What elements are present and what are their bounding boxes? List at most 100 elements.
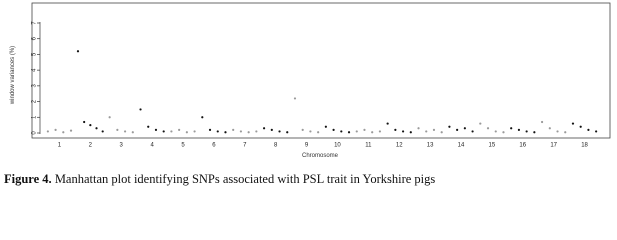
snp-point — [502, 131, 505, 134]
snp-point — [224, 131, 227, 134]
caption-text: Manhattan plot identifying SNPs associat… — [55, 172, 436, 186]
snp-point — [479, 122, 482, 125]
y-axis-title: window variances (%) — [10, 46, 16, 105]
y-tick-label: 6 — [32, 36, 38, 40]
snp-point — [556, 130, 559, 133]
snp-point — [324, 125, 327, 128]
snp-point — [571, 122, 575, 125]
snp-point — [139, 108, 142, 111]
snp-point — [286, 131, 289, 134]
x-tick-label: 3 — [120, 143, 124, 149]
x-tick-label: 11 — [365, 143, 372, 149]
snp-point — [394, 128, 397, 131]
snp-point — [54, 128, 57, 131]
snp-point — [123, 130, 127, 133]
snp-point — [486, 127, 490, 130]
snp-point — [378, 130, 382, 133]
y-tick-label: 0 — [32, 131, 38, 135]
snp-point — [162, 130, 165, 133]
x-tick-label: 4 — [150, 143, 154, 149]
snp-point — [170, 130, 173, 133]
snp-point — [131, 131, 134, 134]
snp-point — [510, 127, 513, 130]
caption: Figure 4. Manhattan plot identifying SNP… — [4, 172, 435, 186]
x-tick-label: 8 — [274, 143, 278, 149]
snp-point — [371, 131, 374, 134]
snp-point — [456, 128, 459, 131]
snp-point — [301, 128, 304, 131]
snp-point — [533, 131, 536, 134]
snp-point — [255, 130, 258, 133]
snp-point — [108, 116, 111, 119]
snp-point — [347, 131, 351, 134]
x-axis-title: Chromosome — [302, 153, 339, 159]
snp-point — [116, 128, 119, 131]
x-tick-label: 16 — [519, 143, 526, 149]
snp-point — [101, 130, 104, 133]
snp-point — [83, 120, 86, 124]
snp-point — [193, 130, 196, 133]
snp-point — [540, 120, 544, 124]
snp-point — [363, 128, 366, 131]
figure: window variances (%) Chromosome Figure 4… — [4, 2, 611, 186]
snp-point — [147, 125, 150, 128]
snp-point — [317, 131, 320, 134]
snp-point — [270, 128, 273, 131]
x-tick-label: 10 — [334, 143, 341, 149]
snp-point — [417, 127, 420, 130]
y-tick-label: 5 — [32, 52, 38, 56]
snp-point — [278, 130, 281, 133]
snp-point — [425, 130, 428, 133]
x-tick-label: 2 — [89, 143, 93, 149]
snp-point — [432, 128, 436, 131]
snp-point — [154, 128, 158, 131]
snp-point — [216, 130, 219, 133]
snp-point — [293, 97, 297, 100]
y-tick-label: 3 — [32, 84, 38, 88]
snp-point — [185, 131, 188, 134]
snp-point — [69, 129, 73, 132]
snp-point — [525, 130, 528, 133]
snp-point — [409, 131, 412, 134]
caption-label: Figure 4. — [4, 172, 52, 186]
x-tick-label: 6 — [212, 143, 216, 149]
x-tick-label: 9 — [305, 143, 309, 149]
snp-point — [471, 130, 474, 133]
snp-point — [232, 128, 235, 131]
snp-point — [401, 130, 405, 133]
snp-point — [178, 128, 181, 131]
x-tick-label: 12 — [396, 143, 403, 149]
y-tick-label: 4 — [32, 68, 38, 72]
snp-point — [62, 131, 65, 134]
y-tick-label: 7 — [32, 21, 38, 25]
snp-point — [340, 130, 343, 133]
x-tick-label: 17 — [550, 143, 557, 149]
snp-point — [208, 128, 212, 131]
snp-point — [595, 130, 598, 133]
x-tick-label: 5 — [181, 143, 185, 149]
snp-point — [262, 127, 266, 130]
snp-point — [494, 130, 497, 133]
x-tick-label: 18 — [581, 143, 588, 149]
snp-point — [247, 131, 250, 134]
y-tick-label: 2 — [32, 99, 38, 103]
snp-point — [463, 127, 466, 130]
snp-point — [448, 125, 451, 128]
plot-frame — [31, 2, 611, 139]
snp-point — [564, 131, 567, 134]
snp-point — [76, 50, 80, 53]
x-tick-label: 13 — [427, 143, 434, 149]
snp-point — [440, 131, 443, 134]
snp-point — [89, 124, 92, 127]
snp-point — [355, 130, 358, 133]
x-tick-label: 1 — [58, 143, 62, 149]
snp-point — [46, 130, 49, 133]
y-tick-label: 1 — [32, 115, 38, 119]
x-tick-label: 15 — [489, 143, 496, 149]
snp-point — [309, 130, 312, 133]
snp-point — [517, 128, 521, 131]
x-tick-label: 14 — [458, 143, 465, 149]
x-tick-label: 7 — [243, 143, 247, 149]
snp-point — [201, 116, 204, 119]
snp-point — [579, 125, 582, 128]
